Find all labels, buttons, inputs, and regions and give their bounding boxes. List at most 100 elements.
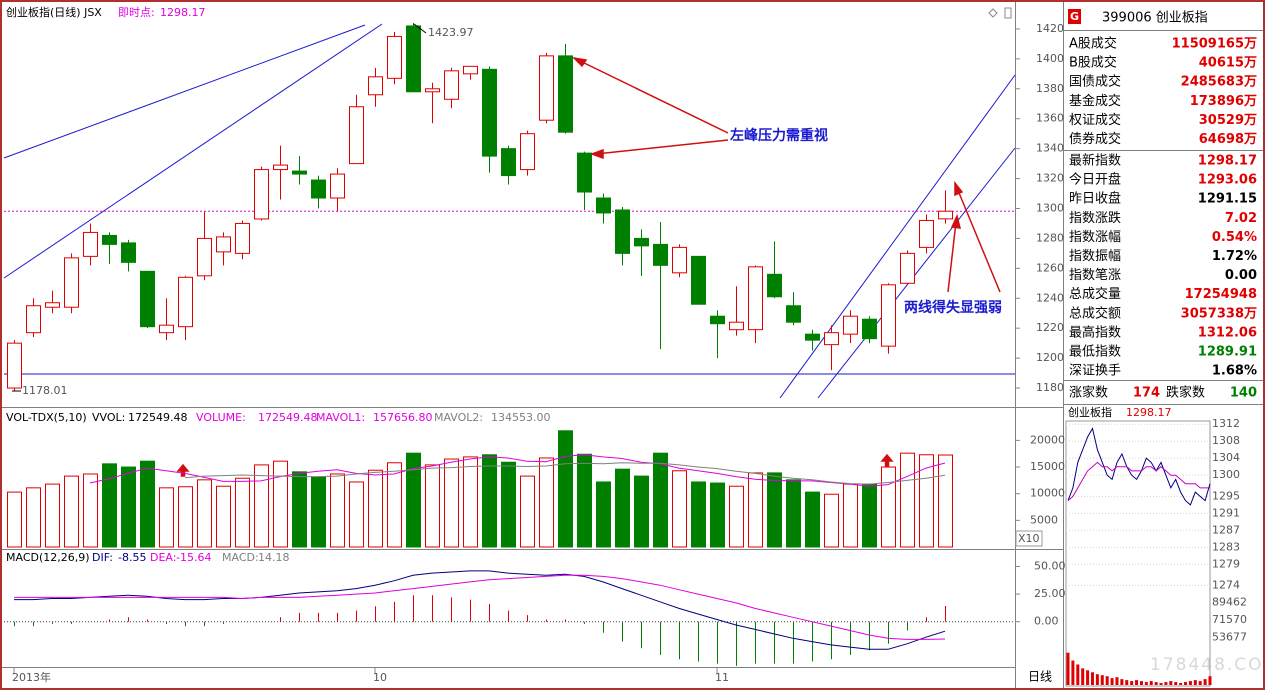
candle-body xyxy=(520,133,535,171)
candle-body xyxy=(824,332,839,346)
trend-line xyxy=(779,74,1016,399)
volume-bar xyxy=(463,456,478,548)
mini-tick-label: 1291 xyxy=(1212,506,1240,519)
current-label: 即时点: xyxy=(118,6,155,19)
volume-bar xyxy=(748,472,763,548)
info-value: 40615万 xyxy=(1199,56,1257,71)
legend-value: 172549.48 xyxy=(258,411,318,424)
legend-value: 134553.00 xyxy=(491,411,551,424)
y-tick-label: 0.00 xyxy=(1034,615,1059,628)
volume-bar xyxy=(710,482,725,548)
mini-tick-label: 1295 xyxy=(1212,489,1240,502)
candle-body xyxy=(919,219,934,248)
arrow-head xyxy=(571,56,588,68)
info-label: B股成交 xyxy=(1069,55,1117,71)
candle-body xyxy=(710,315,725,325)
info-value: 0.00 xyxy=(1225,268,1257,283)
volume-bar xyxy=(349,481,364,548)
x-tick-label: 2013年 xyxy=(12,670,51,684)
candle-body xyxy=(729,321,744,331)
candle-body xyxy=(197,237,212,277)
candle-body xyxy=(349,106,364,165)
volume-bar xyxy=(197,479,212,548)
candle-body xyxy=(767,273,782,298)
legend-name: VVOL: xyxy=(92,411,125,424)
info-value: 1.68% xyxy=(1212,364,1257,379)
legend-value: 172549.48 xyxy=(128,411,188,424)
candle-body xyxy=(900,252,915,284)
info-value: 173896万 xyxy=(1190,94,1257,109)
info-value: 1293.06 xyxy=(1198,173,1257,188)
volume-bar xyxy=(501,461,516,548)
volume-bar xyxy=(83,473,98,548)
arrow xyxy=(595,139,729,155)
legend-name: DIF: xyxy=(92,551,113,564)
info-label: 指数笔涨 xyxy=(1069,267,1121,283)
x-tick-label: 10 xyxy=(373,671,387,684)
info-value: 3057338万 xyxy=(1181,306,1257,321)
candle-body xyxy=(387,35,402,79)
volume-bar xyxy=(444,458,459,548)
candle-body xyxy=(482,68,497,157)
volume-bar xyxy=(881,466,896,548)
candle-body xyxy=(254,169,269,220)
volume-bar xyxy=(216,485,231,548)
legend-value: -15.64 xyxy=(176,551,211,564)
candle-body xyxy=(862,318,877,340)
volume-bar xyxy=(273,460,288,548)
candle-body xyxy=(805,333,820,341)
legend-name: MACD: xyxy=(222,551,259,564)
info-value: 11509165万 xyxy=(1172,37,1257,52)
arrow-head xyxy=(950,213,961,229)
arrow xyxy=(956,187,1001,293)
volume-bar xyxy=(634,475,649,548)
volume-bar xyxy=(653,452,668,548)
info-value: 2485683万 xyxy=(1181,75,1257,90)
candle-body xyxy=(216,236,231,253)
y-tick-label: 1360 xyxy=(1036,112,1064,125)
mini-last: 1298.17 xyxy=(1126,406,1172,419)
mini-tick-label: 1308 xyxy=(1212,434,1240,447)
candle-body xyxy=(235,222,250,254)
candle-body xyxy=(311,179,326,199)
info-label: 今日开盘 xyxy=(1069,172,1121,188)
info-value: 17254948 xyxy=(1185,287,1257,302)
icon xyxy=(988,8,998,18)
macd-line xyxy=(14,574,946,640)
volume-bar xyxy=(919,454,934,548)
trend-line xyxy=(3,24,366,159)
legend-value: 14.18 xyxy=(258,551,290,564)
volume-bar xyxy=(311,476,326,548)
legend-value: -8.55 xyxy=(118,551,146,564)
mini-tick-label: 1287 xyxy=(1212,523,1240,536)
mini-vtick-label: 53677 xyxy=(1212,630,1247,643)
breadth-value: 174 xyxy=(1133,386,1160,401)
info-label: 深证换手 xyxy=(1069,364,1121,379)
mini-tick-label: 1312 xyxy=(1212,417,1240,430)
info-value: 7.02 xyxy=(1225,211,1257,226)
info-value: 1289.91 xyxy=(1198,345,1257,360)
mini-frame xyxy=(1065,420,1211,687)
volume-bar xyxy=(767,472,782,548)
mini-tick-label: 1300 xyxy=(1212,468,1240,481)
info-value: 1.72% xyxy=(1212,249,1257,264)
info-value: 1298.17 xyxy=(1198,154,1257,169)
y-tick-label: 15000 xyxy=(1030,460,1065,473)
arrow xyxy=(947,221,957,293)
candle-body xyxy=(653,243,668,266)
candle-body xyxy=(634,237,649,247)
badge: G xyxy=(1070,10,1079,23)
candle-body xyxy=(45,302,60,308)
trend-line xyxy=(3,23,383,279)
candle-body xyxy=(406,25,421,93)
candle-body xyxy=(577,152,592,193)
x-tick-label: 11 xyxy=(715,671,729,684)
y-tick-label: 25.00 xyxy=(1034,587,1066,600)
breadth-label: 跌家数 xyxy=(1166,385,1205,401)
volume-bar xyxy=(7,491,22,548)
window-icons xyxy=(988,7,1012,19)
mini-tick-label: 1279 xyxy=(1212,557,1240,570)
volume-bar xyxy=(140,460,155,548)
